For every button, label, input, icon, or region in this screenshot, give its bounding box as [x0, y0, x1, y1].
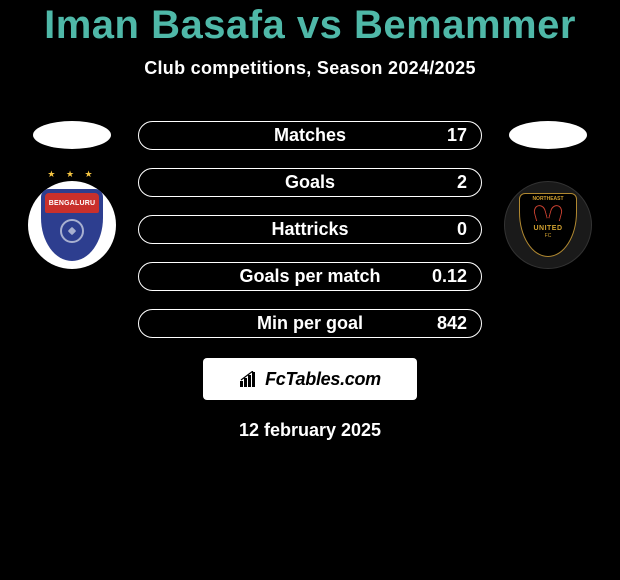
stat-right-value: 0 — [457, 219, 467, 240]
crest-bot-text: FC — [545, 233, 552, 239]
left-player-avatar — [33, 121, 111, 149]
stat-right-value: 0.12 — [432, 266, 467, 287]
stars-icon: ★ ★ ★ — [47, 169, 96, 180]
comparison-card: Iman Basafa vs Bemammer Club competition… — [0, 0, 620, 441]
stat-row: Min per goal 842 — [138, 309, 482, 338]
crest-mid-text: UNITED — [533, 225, 562, 232]
crest-shield: NORTHEAST UNITED FC — [519, 193, 577, 257]
brand-text: FcTables.com — [265, 369, 381, 390]
page-subtitle: Club competitions, Season 2024/2025 — [0, 58, 620, 79]
crest-inner: NORTHEAST UNITED FC — [513, 190, 583, 260]
stat-right-value: 842 — [437, 313, 467, 334]
brand-badge[interactable]: FcTables.com — [203, 358, 417, 400]
stat-row: Goals per match 0.12 — [138, 262, 482, 291]
chart-icon — [239, 371, 259, 387]
date-label: 12 february 2025 — [0, 420, 620, 441]
right-club-crest: NORTHEAST UNITED FC — [504, 181, 592, 269]
left-club-crest: ★ ★ ★ BENGALURU — [28, 181, 116, 269]
stat-label: Matches — [274, 125, 346, 146]
right-player-column: NORTHEAST UNITED FC — [498, 121, 598, 269]
crest-top-text: NORTHEAST — [532, 197, 563, 203]
horns-icon — [534, 205, 562, 225]
stat-label: Hattricks — [271, 219, 348, 240]
left-player-column: ★ ★ ★ BENGALURU — [22, 121, 122, 269]
stat-row: Matches 17 — [138, 121, 482, 150]
stat-right-value: 17 — [447, 125, 467, 146]
ball-icon — [60, 219, 84, 243]
right-player-avatar — [509, 121, 587, 149]
stat-row: Goals 2 — [138, 168, 482, 197]
crest-banner: BENGALURU — [45, 193, 99, 213]
page-title: Iman Basafa vs Bemammer — [0, 3, 620, 48]
stat-row: Hattricks 0 — [138, 215, 482, 244]
crest-shield: BENGALURU — [41, 189, 103, 261]
main-content: ★ ★ ★ BENGALURU Matches 17 Goals 2 Hattr… — [0, 121, 620, 338]
stat-label: Goals per match — [239, 266, 380, 287]
stat-label: Goals — [285, 172, 335, 193]
stat-right-value: 2 — [457, 172, 467, 193]
stats-table: Matches 17 Goals 2 Hattricks 0 Goals per… — [138, 121, 482, 338]
stat-label: Min per goal — [257, 313, 363, 334]
